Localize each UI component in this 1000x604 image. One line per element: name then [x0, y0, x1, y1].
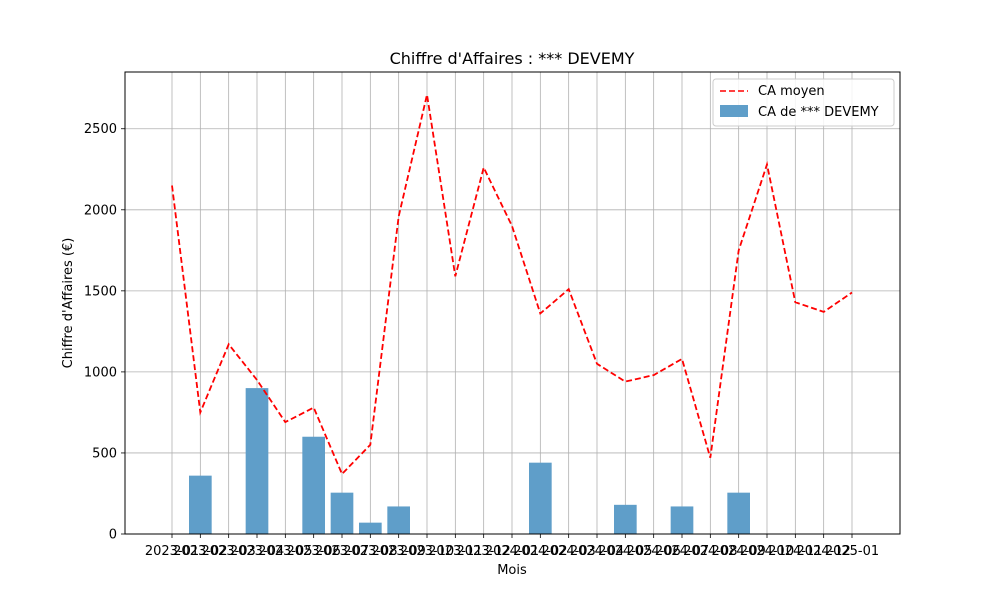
x-tick-label: 2024-06 [627, 544, 681, 559]
x-axis-label: Mois [497, 563, 527, 578]
legend-label-ca-moyen: CA moyen [758, 84, 825, 99]
bar-layer [189, 388, 750, 534]
legend-bar-swatch [720, 105, 748, 117]
bar-ca-client [529, 462, 552, 534]
x-tick-label: 2023-10 [400, 544, 454, 559]
x-tick-label: 2023-09 [372, 544, 426, 559]
x-tick-label: 2024-03 [542, 544, 596, 559]
bar-ca-client [614, 504, 637, 534]
y-tick-label: 1500 [84, 284, 117, 299]
x-tick-label: 2023-05 [258, 544, 312, 559]
x-tick-label: 2024-12 [797, 544, 851, 559]
x-tick-label: 2024-01 [485, 544, 539, 559]
bar-ca-client [359, 522, 382, 534]
x-tick-label: 2024-11 [768, 544, 822, 559]
x-tick-label: 2024-04 [570, 544, 624, 559]
axes-layer [124, 71, 901, 535]
x-tick-label: 2023-08 [343, 544, 397, 559]
y-tick-label: 0 [109, 528, 117, 543]
y-tick-label: 1000 [84, 365, 117, 380]
x-tick-label: 2023-02 [173, 544, 227, 559]
x-tick-label: 2023-11 [428, 544, 482, 559]
legend: CA moyen CA de *** DEVEMY [712, 78, 895, 127]
bar-ca-client [245, 388, 269, 534]
x-tick-label: 2023-12 [457, 544, 511, 559]
x-tick-label: 2024-05 [598, 544, 652, 559]
x-tick-label: 2024-02 [513, 544, 567, 559]
axes-frame [124, 71, 901, 535]
legend-label-ca-client: CA de *** DEVEMY [758, 105, 879, 120]
bar-ca-client [727, 492, 750, 534]
y-tick-label: 500 [92, 446, 117, 461]
x-tick-label: 2023-03 [202, 544, 256, 559]
bar-ca-client [302, 436, 325, 534]
x-tick-label: 2023-04 [230, 544, 284, 559]
bar-ca-client [330, 492, 354, 534]
y-tick-label: 2500 [84, 122, 117, 137]
x-tick-label: 2024-08 [683, 544, 737, 559]
line-ca-moyen [171, 94, 853, 476]
y-axis-label: Chiffre d'Affaires (€) [61, 238, 76, 369]
bar-ca-client [387, 506, 410, 534]
legend-frame [712, 78, 895, 127]
x-tick-label: 2023-01 [145, 544, 199, 559]
x-tick-label: 2023-06 [287, 544, 341, 559]
line-layer [171, 94, 853, 476]
y-tick-label: 2000 [84, 203, 117, 218]
x-tick-label: 2025-01 [825, 544, 879, 559]
bar-ca-client [670, 506, 694, 534]
x-tick-label: 2024-07 [655, 544, 709, 559]
chart-title: Chiffre d'Affaires : *** DEVEMY [390, 49, 635, 68]
x-tick-label: 2023-07 [315, 544, 369, 559]
bar-ca-client [189, 475, 212, 534]
x-tick-label: 2024-09 [712, 544, 766, 559]
tick-layer: 2023-012023-022023-032023-042023-052023-… [84, 122, 879, 559]
x-tick-label: 2024-10 [740, 544, 794, 559]
